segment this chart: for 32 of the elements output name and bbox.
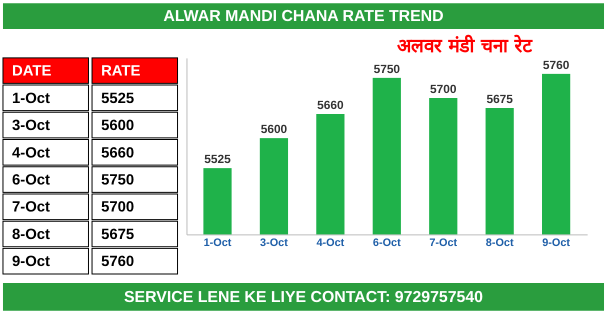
data-label: 5600 (260, 122, 288, 136)
category-label: 4-Oct (12, 145, 50, 162)
data-label: 5750 (101, 172, 134, 188)
data-label: 5600 (101, 118, 134, 134)
data-label: 5525 (204, 152, 232, 166)
x-tick-label: 3-Oct (260, 236, 288, 249)
data-label: 5660 (317, 98, 344, 112)
x-tick-label: 4-Oct (316, 236, 345, 249)
x-tick-label: 9-Oct (542, 236, 570, 249)
x-tick-label: 1-Oct (204, 236, 232, 249)
data-label: 5660 (101, 145, 134, 162)
chart-title: ALWAR MANDI CHANA RATE TREND (163, 8, 444, 26)
category-label: 6-Oct (12, 172, 50, 188)
category-label: 9-Oct (12, 254, 50, 270)
data-label: 5760 (101, 254, 134, 270)
data-label: 5760 (542, 58, 570, 72)
text: RATE (101, 64, 140, 80)
data-label: 5525 (101, 90, 134, 107)
text: SERVICE LENE KE LIYE CONTACT: 9729757540 (124, 288, 484, 306)
x-tick-label: 8-Oct (486, 236, 514, 249)
category-label: 1-Oct (12, 90, 50, 107)
data-label: 5700 (101, 200, 134, 216)
text: अलवर मंडी चना रेट (396, 34, 534, 57)
data-label: 5750 (374, 62, 400, 76)
data-label: 5675 (101, 226, 134, 243)
text: DATE (12, 64, 52, 80)
x-tick-label: 6-Oct (372, 236, 402, 249)
category-label: 7-Oct (12, 200, 50, 216)
x-tick-label: 7-Oct (429, 236, 458, 249)
data-label: 5675 (486, 92, 514, 106)
category-label: 3-Oct (12, 118, 50, 134)
data-label: 5700 (430, 82, 457, 96)
